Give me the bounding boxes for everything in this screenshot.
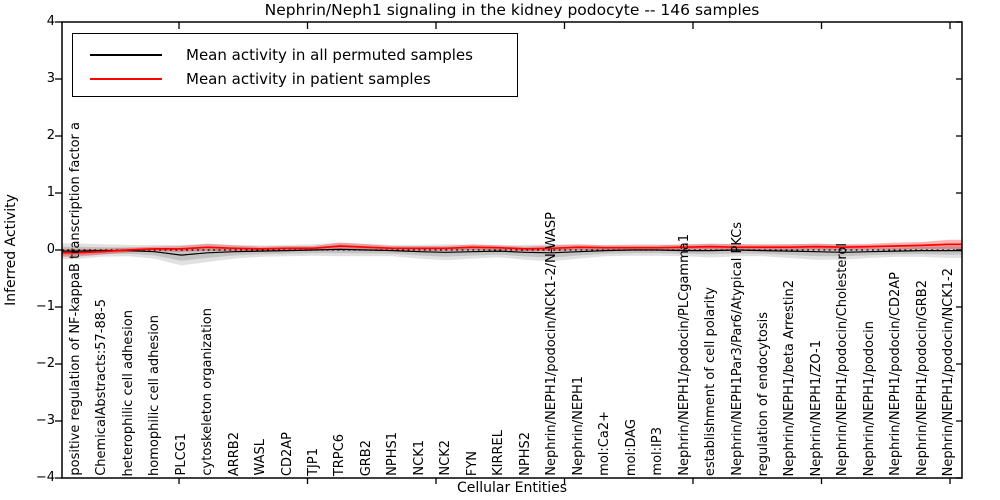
y-tick-label: 3 — [46, 71, 55, 86]
x-tick-label: Nephrin/NEPH1/ZO-1 — [808, 339, 824, 476]
x-tick-label: cytoskeleton organization — [200, 308, 216, 476]
axis-ticks — [55, 21, 962, 484]
x-tick-label: mol:DAG — [623, 418, 639, 476]
x-tick-label: FYN — [464, 450, 480, 476]
x-tick-label: KIRREL — [491, 430, 507, 476]
y-tick-label: −3 — [35, 413, 55, 428]
x-tick-label: Nephrin/NEPH1/podocin/GRB2 — [914, 279, 930, 476]
permuted-line-swatch — [90, 54, 162, 56]
x-tick-label: NPHS1 — [385, 432, 401, 476]
x-tick-label: Nephrin/NEPH1/beta Arrestin2 — [782, 279, 798, 477]
x-tick-label: Nephrin/NEPH1/podocin/PLCgamma1 — [676, 234, 692, 476]
x-tick-label: Nephrin/NEPH1 — [570, 376, 586, 476]
x-tick-label: TRPC6 — [332, 433, 348, 476]
x-tick-label: ARRB2 — [226, 431, 242, 476]
x-tick-label: Nephrin/NEPH1/podocin/NCK1-2 — [941, 267, 957, 476]
y-tick-label: −2 — [35, 356, 55, 371]
x-tick-label: homophilic cell adhesion — [147, 315, 163, 476]
x-tick-label: ChemicalAbstracts:57-88-5 — [94, 299, 110, 476]
mean-line-permuted — [62, 248, 962, 256]
x-tick-label: CD2AP — [279, 431, 295, 476]
x-tick-label: establishment of cell polarity — [703, 286, 719, 476]
legend-label-patient: Mean activity in patient samples — [186, 70, 431, 88]
x-tick-label: positive regulation of NF-kappaB transcr… — [67, 122, 83, 476]
x-tick-label: mol:Ca2+ — [597, 411, 613, 476]
y-tick-label: 0 — [46, 242, 55, 257]
legend-entry-permuted: Mean activity in all permuted samples — [73, 43, 517, 67]
x-tick-label: NPHS2 — [517, 432, 533, 476]
patient-line-swatch — [90, 78, 162, 80]
x-tick-label: NCK1 — [411, 440, 427, 476]
legend: Mean activity in all permuted samples Me… — [72, 33, 518, 97]
x-tick-label: WASL — [253, 439, 269, 476]
mean-line-patient — [62, 243, 962, 254]
x-tick-label: NCK2 — [438, 440, 454, 476]
x-tick-label: mol:IP3 — [650, 427, 666, 476]
x-tick-label: GRB2 — [358, 439, 374, 476]
legend-entry-patient: Mean activity in patient samples — [73, 67, 517, 91]
x-tick-label: Nephrin/NEPH1/podocin — [861, 320, 877, 476]
y-tick-label: −1 — [35, 299, 55, 314]
legend-label-permuted: Mean activity in all permuted samples — [186, 46, 473, 64]
x-tick-label: Nephrin/NEPH1/podocin/CD2AP — [888, 272, 904, 476]
y-tick-label: 4 — [46, 14, 55, 29]
y-tick-label: 2 — [46, 128, 55, 143]
x-tick-label: TJP1 — [305, 448, 321, 476]
x-tick-label: heterophilic cell adhesion — [120, 309, 136, 477]
chart-title: Nephrin/Neph1 signaling in the kidney po… — [264, 1, 760, 19]
x-tick-label: Nephrin/NEPH1/podocin/NCK1-2/N-WASP — [544, 212, 560, 476]
y-axis-label: Inferred Activity — [3, 194, 19, 306]
x-tick-label: PLCG1 — [173, 433, 189, 476]
x-axis-label: Cellular Entities — [456, 480, 568, 496]
y-tick-label: 1 — [46, 185, 55, 200]
x-tick-label: regulation of endocytosis — [755, 311, 771, 476]
x-tick-label: Nephrin/NEPH1/podocin/Cholesterol — [835, 242, 851, 476]
y-tick-label: −4 — [35, 470, 55, 485]
x-tick-label: Nephrin/NEPH1Par3/Par6/Atypical PKCs — [729, 222, 745, 476]
